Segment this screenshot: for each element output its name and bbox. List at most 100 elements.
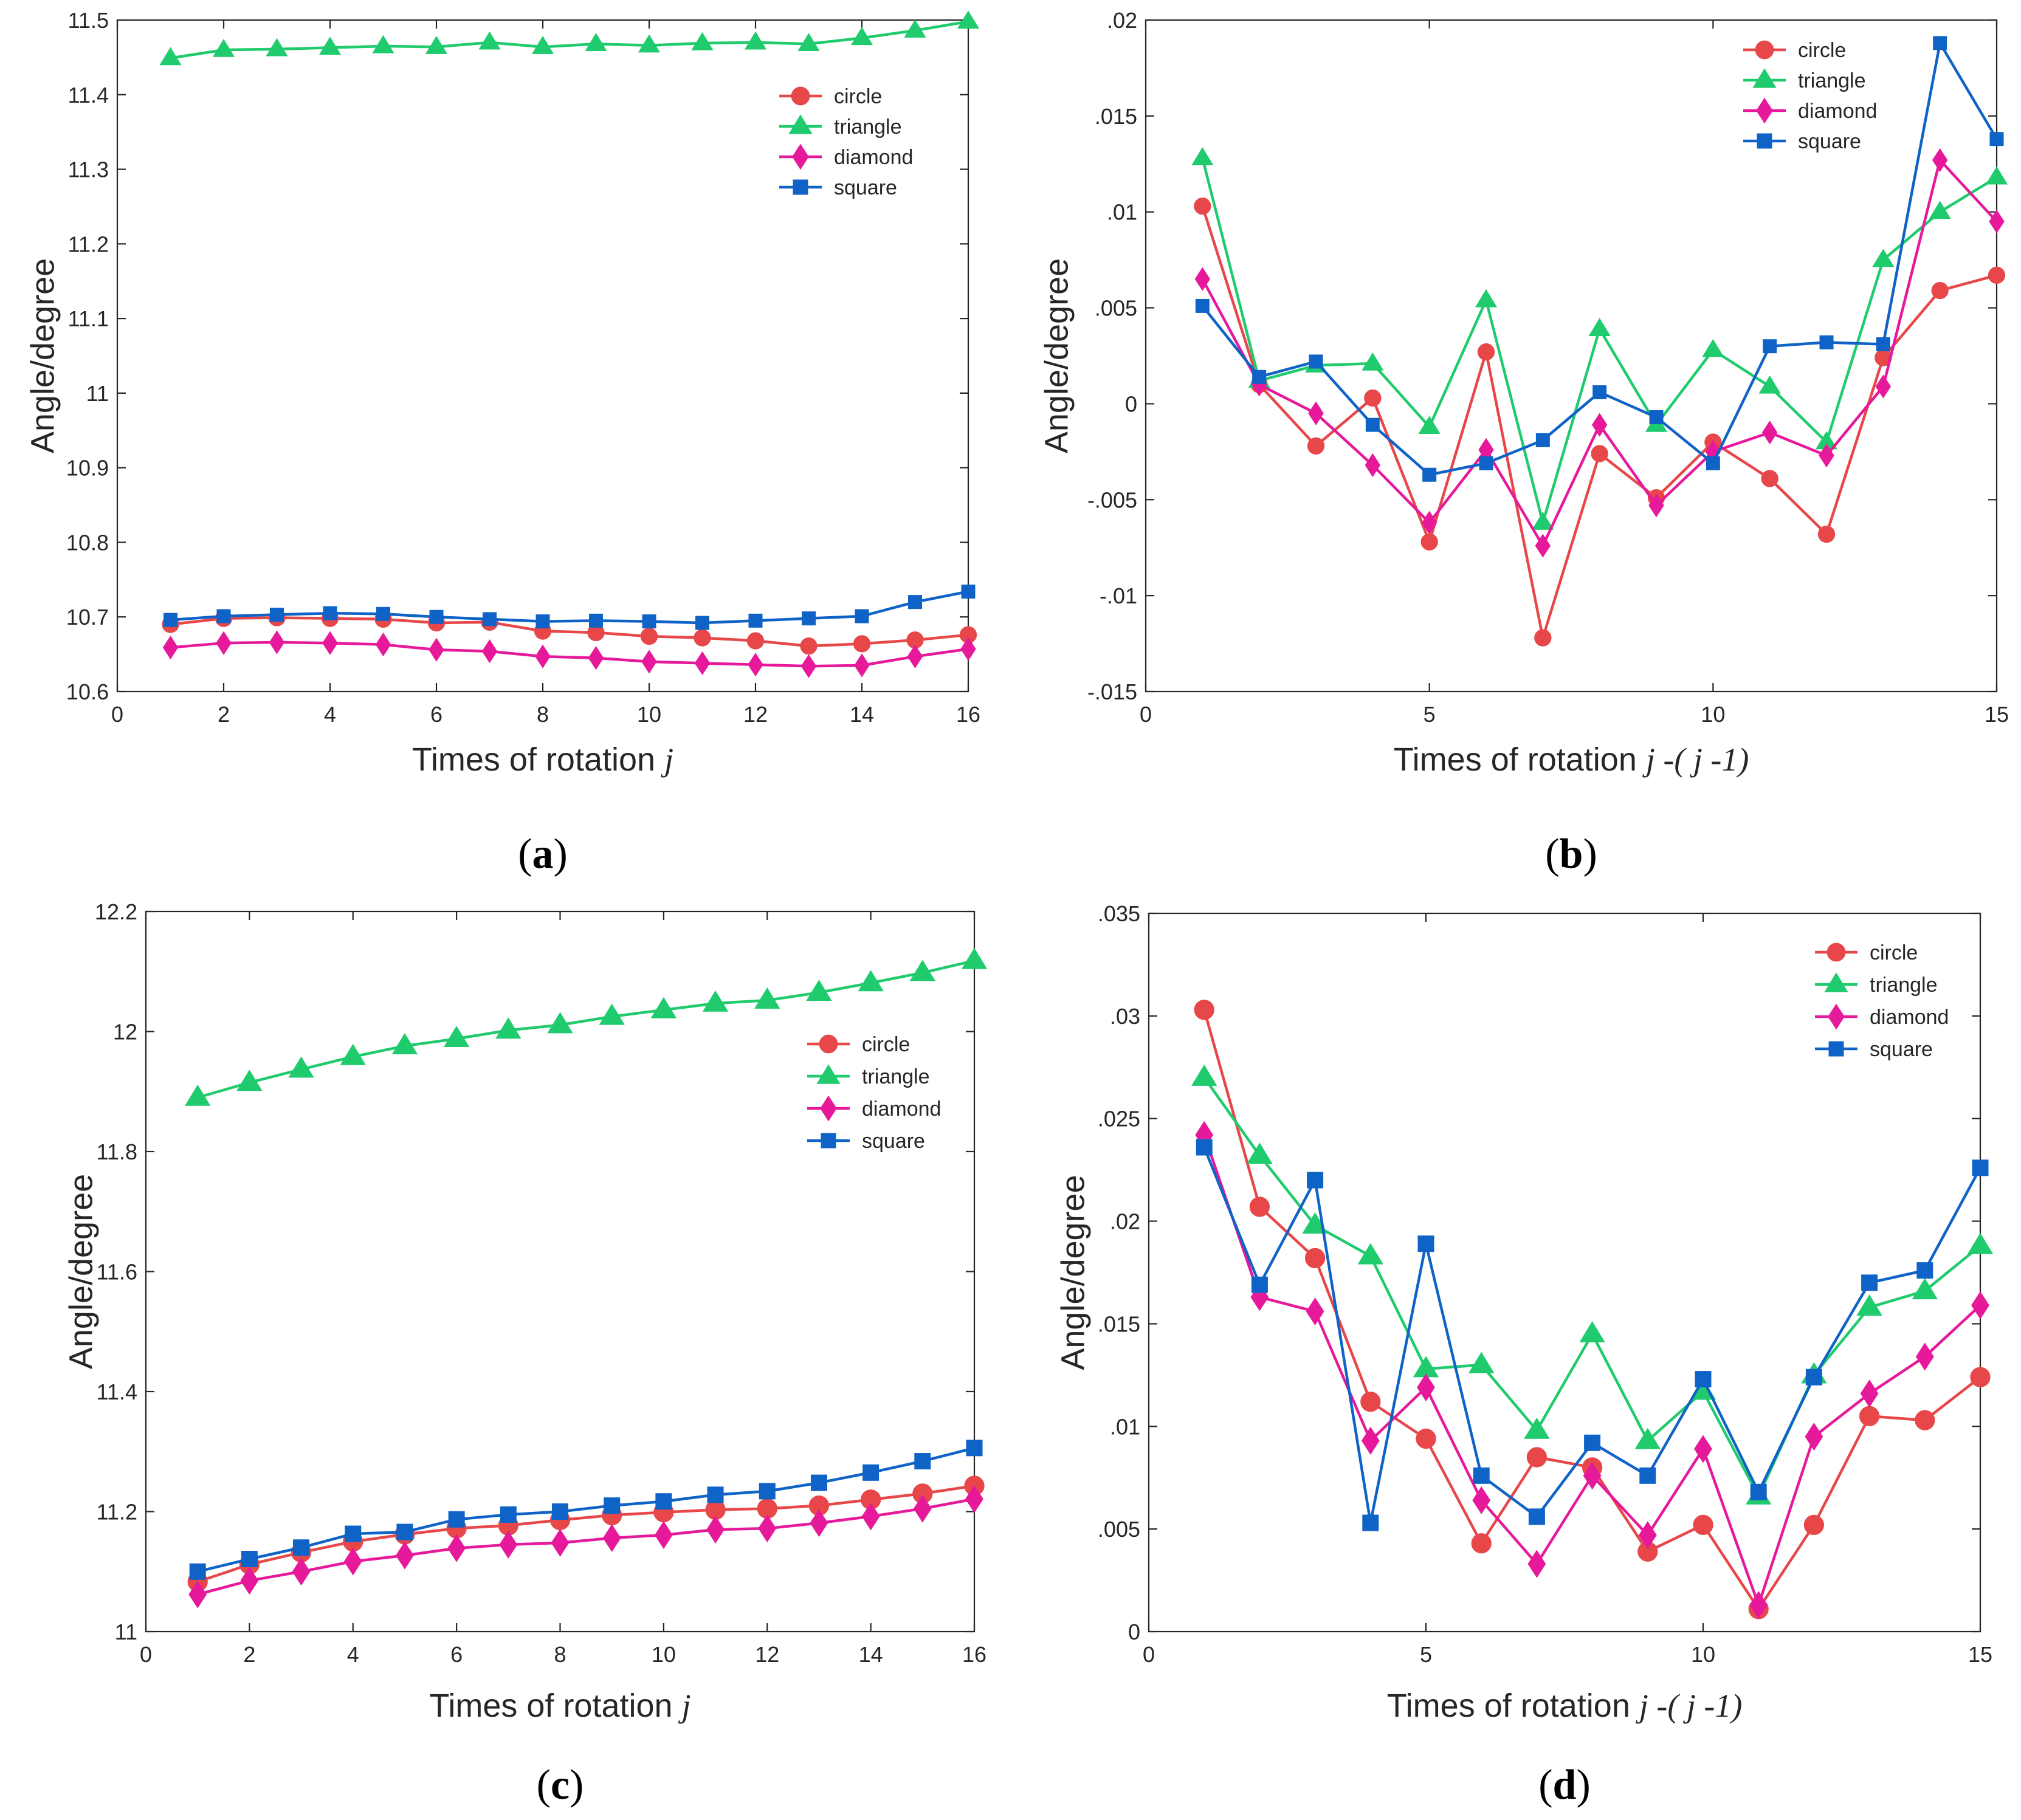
y-tick-label: 0 [1125,391,1137,416]
data-point-triangle [1191,1064,1217,1086]
y-tick-label: .005 [1095,296,1137,321]
panel-label-letter: c [551,1762,570,1808]
data-point-triangle [1362,352,1384,371]
data-point-square [1649,410,1664,425]
panel-label-close: ) [554,831,568,877]
series-line-square [170,590,969,625]
panel-label-open: ( [1545,831,1559,877]
data-point-circle [1915,1410,1935,1430]
data-point-triangle [858,970,884,992]
data-point-triangle [961,947,988,969]
series-square [164,584,976,630]
panel-label-letter: d [1553,1762,1577,1808]
panel-label-open: ( [1538,1762,1552,1808]
y-axis-title: Angle/degree [1055,1175,1091,1370]
y-axis-title: Angle/degree [63,1174,99,1369]
data-point-triangle [1532,512,1554,530]
panel-label-close: ) [570,1762,584,1808]
data-point-diamond [1638,1521,1657,1550]
y-tick-label: 11 [115,1619,137,1644]
legend-label-circle: circle [862,1033,910,1056]
y-tick-label: .03 [1110,1004,1140,1029]
data-point-square [802,611,816,626]
data-point-triangle [1702,338,1724,357]
data-point-circle [1817,525,1836,543]
y-tick-label: .005 [1098,1517,1140,1542]
data-point-triangle [288,1056,314,1078]
data-point-diamond [1915,1342,1934,1371]
data-point-square [376,606,390,621]
series-line-square [197,1446,975,1573]
series-line-triangle [197,959,975,1099]
data-point-circle [1988,266,2006,284]
data-point-square [483,612,497,627]
data-point-triangle [236,1070,263,1091]
data-point-circle [1194,197,1211,215]
y-tick-label: 11.4 [97,1379,137,1404]
x-tick-label: 4 [324,702,336,727]
data-point-circle [1471,1533,1492,1554]
legend-label-circle: circle [1798,39,1846,62]
data-point-diamond [694,651,711,675]
series-triangle [185,947,988,1106]
legend-label-circle: circle [1870,941,1918,964]
x-tick-label: 15 [1985,702,2009,727]
x-axis-title-main: Times of rotation [1394,741,1646,778]
data-point-square [759,1483,776,1500]
data-point-square [164,613,177,627]
data-point-diamond [1819,444,1834,468]
y-tick-label: 11.5 [68,8,109,33]
data-point-square [1535,433,1550,447]
x-tick-label: 0 [1140,702,1152,727]
data-point-diamond [706,1516,725,1544]
series-line-circle [170,616,969,648]
data-point-diamond [1875,374,1892,399]
y-tick-label: 11.6 [97,1260,137,1285]
data-point-triangle [1872,249,1895,267]
data-point-triangle [1475,289,1498,307]
series-line-circle [197,1484,975,1584]
data-point-square [270,608,284,622]
legend-label-square: square [1870,1038,1933,1061]
data-point-diamond [1306,1297,1324,1326]
chart-c: 0 2 4 6 8 10 12 14 16 11 11.2 11.4 11.6 11.8 12 12.2 Tim… [63,899,988,1808]
x-axis-title-var: j -( j -1) [1642,741,1749,778]
data-point-triangle [1247,1142,1273,1164]
data-point-diamond [188,1580,207,1609]
x-tick-label: 0 [1143,1642,1155,1667]
panel-label: (a) [518,831,568,877]
data-point-square [1592,385,1607,399]
data-point-triangle [1856,1294,1882,1316]
data-point-diamond [1308,401,1324,425]
x-axis-title-var: j [678,1688,691,1724]
x-tick-label: 14 [850,702,874,727]
data-point-triangle [585,33,607,51]
data-point-diamond [1989,209,2005,234]
series-line-triangle [170,20,969,60]
data-point-square [1473,1467,1490,1484]
x-tick-label: 6 [450,1642,463,1667]
x-tick-label: 2 [243,1642,255,1667]
x-axis-title-main: Times of rotation [412,741,664,778]
data-point-circle [1364,389,1382,407]
data-point-square [1528,1508,1545,1525]
data-point-diamond [1421,510,1437,535]
data-point-diamond [322,631,338,655]
series-square [189,1440,983,1580]
legend-marker-diamond [1756,97,1773,124]
data-point-diamond [1761,421,1778,445]
legend: circle triangle diamond square [807,1033,941,1153]
chart-a: 0 2 4 6 8 10 12 14 16 10.6 10.7 10.8 10.9 11 11.1 11.2 1… [24,8,980,877]
data-point-diamond [965,1485,983,1513]
x-tick-label: 15 [1968,1642,1992,1667]
data-point-diamond [551,1528,570,1557]
data-point-triangle [744,31,767,50]
data-point-triangle [1357,1243,1383,1265]
x-tick-label: 10 [652,1642,676,1667]
legend-marker-triangle [816,1064,841,1084]
data-point-diamond [854,653,870,678]
data-point-square [1763,339,1777,354]
legend: circle triangle diamond square [1743,39,1877,153]
data-point-circle [1420,533,1438,551]
data-point-diamond [343,1547,362,1576]
